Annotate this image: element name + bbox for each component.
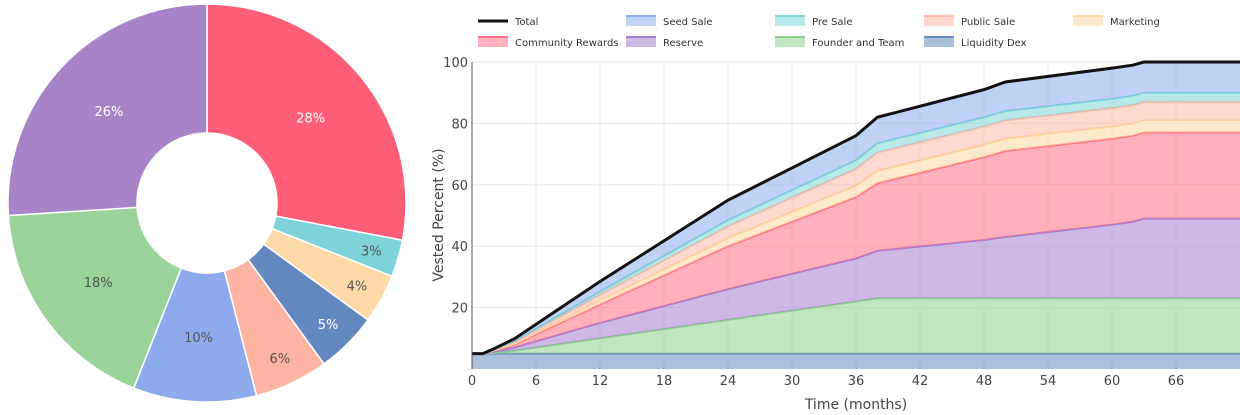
- legend-label: Seed Sale: [663, 17, 713, 28]
- legend-label: Pre Sale: [812, 17, 852, 28]
- donut-slice-label: 26%: [95, 105, 124, 120]
- x-tick-label: 12: [592, 374, 609, 389]
- legend-label: Reserve: [663, 38, 703, 49]
- legend-label: Liquidity Dex: [961, 38, 1027, 49]
- x-tick-label: 66: [1168, 374, 1185, 389]
- y-axis-title: Vested Percent (%): [431, 148, 447, 281]
- donut-slice-label: 10%: [184, 331, 213, 346]
- legend-swatch: [924, 16, 954, 26]
- legend-swatch: [478, 37, 508, 47]
- legend-item-public-sale[interactable]: Public Sale: [924, 15, 1015, 28]
- y-tick-label: 40: [451, 240, 468, 255]
- y-tick-label: 20: [451, 302, 468, 317]
- x-tick-label: 0: [468, 374, 476, 389]
- x-tick-label: 60: [1104, 374, 1121, 389]
- legend[interactable]: Total Seed Sale Pre Sale Public Sale Marketi…: [478, 15, 1160, 49]
- x-axis-title: Time (months): [804, 397, 907, 413]
- legend-item-seed-sale[interactable]: Seed Sale: [626, 15, 713, 28]
- area-reserve[interactable]: [472, 218, 1240, 354]
- legend-swatch: [1073, 16, 1103, 26]
- vesting-area-chart: 0 6 12 18 24 30 36 42 48 54 60 66 20 40 60 80 100 Total S…: [431, 15, 1240, 413]
- legend-label: Founder and Team: [812, 38, 904, 49]
- donut-slice[interactable]: [206, 3, 407, 242]
- legend-label: Total: [514, 17, 538, 28]
- y-tick-label: 80: [451, 117, 468, 132]
- line-total[interactable]: [472, 60, 1240, 356]
- legend-swatch: [626, 37, 656, 47]
- legend-item-community-rewards[interactable]: Community Rewards: [478, 36, 619, 49]
- x-tick-label: 36: [848, 374, 865, 389]
- stacked-areas: [472, 60, 1240, 369]
- area-liquidity-dex[interactable]: [472, 353, 1240, 369]
- donut-chart: 28% 3% 4% 5% 6% 10% 18% 26%: [7, 3, 407, 403]
- donut-slice-label: 6%: [270, 352, 291, 367]
- legend-swatch: [626, 16, 656, 26]
- x-tick-label: 54: [1040, 374, 1057, 389]
- legend-swatch: [775, 16, 805, 26]
- legend-label: Community Rewards: [515, 38, 619, 49]
- donut-slice-label: 3%: [361, 245, 382, 260]
- x-tick-label: 42: [912, 374, 929, 389]
- legend-swatch: [924, 37, 954, 47]
- legend-label: Marketing: [1110, 17, 1160, 28]
- donut-slice-label: 5%: [318, 318, 339, 333]
- legend-label: Public Sale: [961, 17, 1015, 28]
- donut-slice-label: 18%: [84, 276, 113, 291]
- legend-item-founder-and-team[interactable]: Founder and Team: [775, 36, 904, 49]
- legend-item-pre-sale[interactable]: Pre Sale: [775, 15, 852, 28]
- x-tick-label: 48: [976, 374, 993, 389]
- legend-item-reserve[interactable]: Reserve: [626, 36, 703, 49]
- x-tick-label: 24: [720, 374, 737, 389]
- axes: 0 6 12 18 24 30 36 42 48 54 60 66 20 40 60 80 100: [443, 56, 1184, 389]
- y-tick-label: 60: [451, 179, 468, 194]
- donut-slice-label: 28%: [296, 111, 325, 126]
- donut-slice[interactable]: [7, 206, 183, 389]
- area-founder-and-team[interactable]: [472, 298, 1240, 354]
- legend-item-liquidity-dex[interactable]: Liquidity Dex: [924, 36, 1027, 49]
- area-community-rewards[interactable]: [472, 132, 1240, 354]
- x-tick-label: 30: [784, 374, 801, 389]
- x-tick-label: 18: [656, 374, 673, 389]
- legend-swatch: [775, 37, 805, 47]
- donut-slice[interactable]: [7, 3, 208, 217]
- legend-item-marketing[interactable]: Marketing: [1073, 15, 1160, 28]
- y-tick-label: 100: [443, 56, 468, 71]
- area-seed-sale[interactable]: [472, 62, 1240, 354]
- x-tick-label: 6: [532, 374, 540, 389]
- donut-slice-label: 4%: [347, 279, 368, 294]
- legend-item-total[interactable]: Total: [478, 17, 538, 28]
